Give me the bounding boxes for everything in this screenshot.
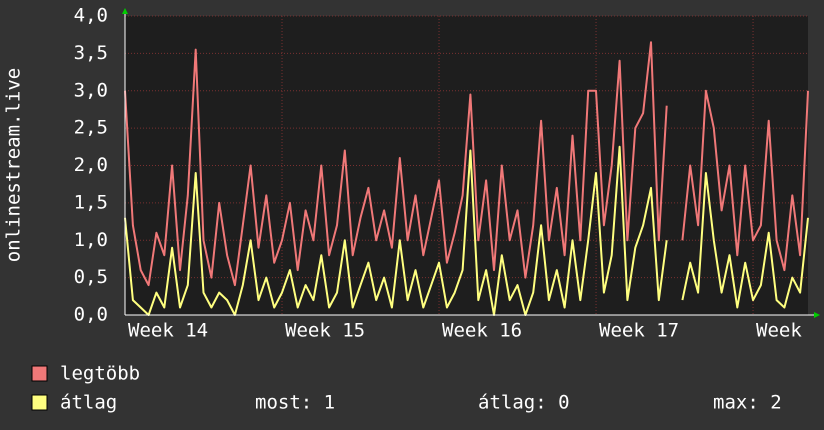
y-tick-label: 2,0 bbox=[74, 154, 108, 176]
legend-swatch bbox=[31, 394, 48, 411]
x-tick-label: Week 14 bbox=[128, 320, 208, 342]
legend-swatch bbox=[31, 365, 48, 382]
series-line bbox=[124, 145, 809, 316]
y-tick-label: 0,5 bbox=[74, 266, 108, 288]
x-tick-label: Week 18 bbox=[756, 320, 824, 342]
x-tick-label: Week 16 bbox=[442, 320, 522, 342]
y-tick-label: 1,0 bbox=[74, 229, 108, 251]
x-arrow bbox=[814, 312, 820, 318]
x-tick-label: Week 15 bbox=[285, 320, 365, 342]
x-tick-label: Week 17 bbox=[599, 320, 679, 342]
y-tick-label: 2,5 bbox=[74, 117, 108, 139]
y-tick-label: 3,5 bbox=[74, 42, 108, 64]
y-tick-label: 0,0 bbox=[74, 304, 108, 326]
series-line bbox=[124, 41, 809, 287]
y-arrow bbox=[122, 8, 128, 14]
legend-stat: átlag: 0 bbox=[478, 392, 570, 414]
legend-label: átlag bbox=[60, 392, 117, 414]
y-tick-label: 4,0 bbox=[74, 5, 108, 27]
legend-stat: max: 2 bbox=[713, 392, 782, 414]
legend-label: legtöbb bbox=[60, 363, 140, 385]
legend-stat: most: 1 bbox=[255, 392, 335, 414]
y-tick-label: 1,5 bbox=[74, 191, 108, 213]
y-tick-label: 3,0 bbox=[74, 79, 108, 101]
y-axis-label: onlinestream.live bbox=[3, 68, 25, 262]
plot-area bbox=[125, 16, 808, 315]
